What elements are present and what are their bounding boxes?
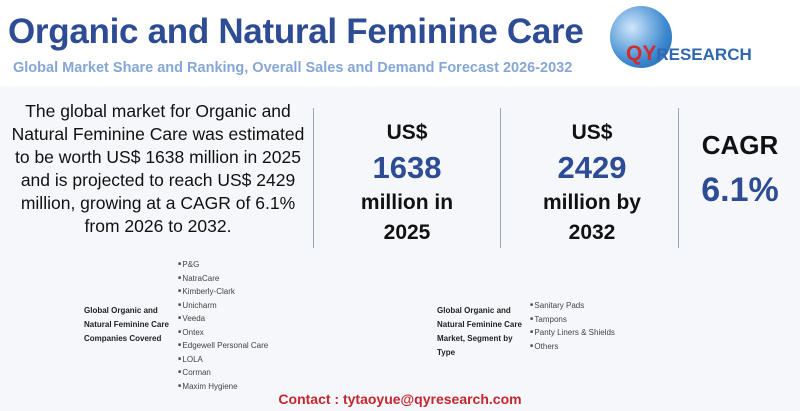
list-item: Ontex	[178, 326, 268, 340]
types-label: Global Organic and Natural Feminine Care…	[437, 306, 522, 357]
companies-label: Global Organic and Natural Feminine Care…	[84, 306, 169, 343]
page-subtitle: Global Market Share and Ranking, Overall…	[13, 60, 573, 76]
list-item: LOLA	[178, 353, 268, 367]
divider	[500, 108, 501, 248]
qyresearch-logo: QYRESEARCH	[608, 4, 788, 84]
divider	[313, 108, 314, 248]
list-item: P&G	[178, 258, 268, 272]
header: Organic and Natural Feminine Care Global…	[0, 0, 800, 86]
market-description: The global market for Organic and Natura…	[11, 101, 305, 236]
list-item: Veeda	[178, 312, 268, 326]
list-item: Maxim Hygiene	[178, 380, 268, 394]
list-item: Edgewell Personal Care	[178, 339, 268, 353]
list-item: Corman	[178, 366, 268, 380]
cagr-stat: CAGR 6.1%	[701, 130, 779, 209]
stat-2025: US$ 1638 million in 2025	[360, 121, 454, 244]
list-item: Sanitary Pads	[530, 299, 615, 313]
list-item: Unicharm	[178, 299, 268, 313]
contact-email: Contact : tytaoyue@qyresearch.com	[278, 391, 522, 407]
page-title: Organic and Natural Feminine Care	[8, 12, 584, 51]
companies-list: P&GNatraCareKimberly-ClarkUnicharmVeedaO…	[178, 258, 268, 393]
divider	[678, 108, 679, 248]
list-item: NatraCare	[178, 272, 268, 286]
list-item: Kimberly-Clark	[178, 285, 268, 299]
list-item: Tampons	[530, 313, 615, 327]
list-item: Others	[530, 340, 615, 354]
types-list: Sanitary PadsTamponsPanty Liners & Shiel…	[530, 299, 615, 353]
stat-2032: US$ 2429 million by 2032	[542, 121, 641, 244]
list-item: Panty Liners & Shields	[530, 326, 615, 340]
globe-icon	[610, 6, 672, 68]
